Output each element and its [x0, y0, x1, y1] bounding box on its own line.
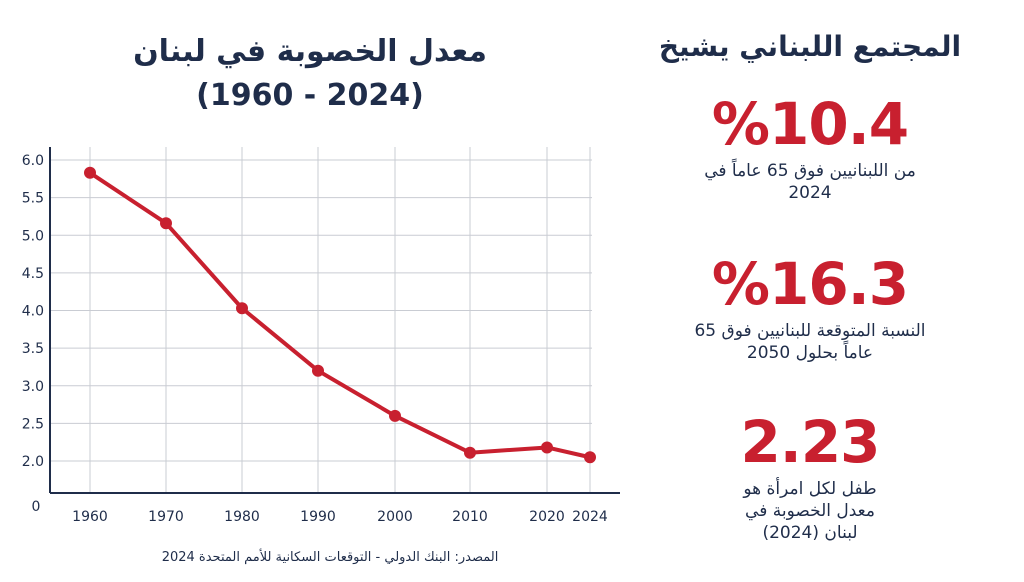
y-tick-label: 2.5 — [22, 416, 44, 432]
fertility-line-chart: 6.0 5.5 5.0 4.5 4.0 3.5 3.0 2.5 2.0 1960 1970 1980 1… — [22, 147, 620, 525]
x-tick-label: 2000 — [377, 509, 413, 525]
data-point — [84, 166, 96, 179]
stat-fertility-rate: 2.23 طفل لكل امرأة هو معدل الخصوبة في لب… — [640, 410, 980, 544]
stat-elderly-2050: %16.3 النسبة المتوقعة للبنانيين فوق 65 ع… — [640, 252, 980, 364]
y-tick-label: 6.0 — [22, 153, 44, 169]
y-tick-label: 2.0 — [22, 454, 44, 470]
data-point — [160, 217, 172, 230]
x-tick-label: 1990 — [300, 509, 336, 525]
y-tick-label: 5.0 — [22, 228, 44, 244]
stat-elderly-2024: %10.4 من اللبنانيين فوق 65 عاماً في 2024 — [640, 92, 980, 204]
stat-value: 2.23 — [740, 408, 880, 476]
y-tick-label: 4.5 — [22, 266, 44, 282]
stat-text: من اللبنانيين فوق 65 عاماً في 2024 — [704, 161, 916, 203]
x-tick-label: 2010 — [452, 509, 488, 525]
panel-heading: المجتمع اللبناني يشيخ — [658, 30, 962, 63]
x-tick-label: 1960 — [72, 509, 108, 525]
stat-value: %10.4 — [711, 90, 909, 158]
series-line — [88, 170, 592, 460]
chart-title: معدل الخصوبة في لبنان (2024 - 1960) — [40, 30, 580, 118]
stat-text: النسبة المتوقعة للبنانيين فوق 65 عاماً ب… — [694, 321, 926, 363]
data-point — [541, 441, 553, 454]
x-tick-label: 2020 — [529, 509, 565, 525]
source-note: المصدر: البنك الدولي - التوقعات السكانية… — [161, 550, 499, 565]
y-tick-label: 4.0 — [22, 304, 44, 320]
data-point — [236, 302, 248, 315]
data-point — [312, 364, 324, 377]
y-tick-label: 3.5 — [22, 341, 44, 357]
x-tick-label: 2024 — [572, 509, 608, 525]
stat-value: %16.3 — [711, 250, 909, 318]
aging-panel: المجتمع اللبناني يشيخ — [640, 25, 980, 69]
stat-text: طفل لكل امرأة هو معدل الخصوبة في لبنان (… — [743, 479, 877, 543]
y-tick-label: 3.0 — [22, 379, 44, 395]
origin-label: 0 — [32, 499, 41, 515]
chart-title-line-2: (2024 - 1960) — [196, 78, 424, 113]
data-point — [584, 451, 596, 464]
data-point — [464, 446, 476, 459]
x-tick-label: 1980 — [224, 509, 260, 525]
y-tick-label: 5.5 — [22, 191, 44, 207]
x-tick-label: 1970 — [148, 509, 184, 525]
chart-title-line-1: معدل الخصوبة في لبنان — [133, 34, 487, 69]
data-point — [389, 409, 401, 422]
